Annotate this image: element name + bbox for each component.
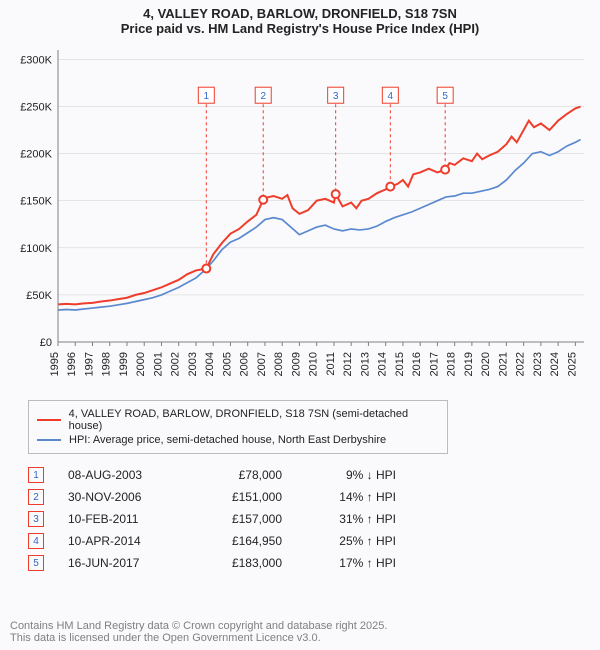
svg-text:5: 5 <box>442 91 448 102</box>
svg-text:£250K: £250K <box>20 102 52 114</box>
svg-text:2016: 2016 <box>411 352 423 376</box>
svg-text:1996: 1996 <box>66 352 78 376</box>
sale-date: 10-APR-2014 <box>68 534 178 548</box>
sale-number-box: 4 <box>28 533 44 549</box>
sale-number-box: 2 <box>28 489 44 505</box>
svg-text:4: 4 <box>388 91 394 102</box>
svg-text:2011: 2011 <box>325 352 337 376</box>
sale-date: 30-NOV-2006 <box>68 490 178 504</box>
sale-delta: 9% ↓ HPI <box>306 468 396 482</box>
svg-text:2021: 2021 <box>497 352 509 376</box>
svg-text:1998: 1998 <box>101 352 113 376</box>
svg-text:2023: 2023 <box>532 352 544 376</box>
svg-text:2012: 2012 <box>342 352 354 376</box>
svg-text:2009: 2009 <box>290 352 302 376</box>
svg-text:2017: 2017 <box>428 352 440 376</box>
svg-text:£200K: £200K <box>20 149 52 161</box>
svg-text:1997: 1997 <box>83 352 95 376</box>
sale-price: £157,000 <box>202 512 282 526</box>
sales-row: 5 16-JUN-2017 £183,000 17% ↑ HPI <box>28 552 600 574</box>
legend-swatch <box>37 419 61 421</box>
sale-date: 08-AUG-2003 <box>68 468 178 482</box>
sales-table: 1 08-AUG-2003 £78,000 9% ↓ HPI 2 30-NOV-2006 £… <box>28 464 600 574</box>
footer-line-2: This data is licensed under the Open Gov… <box>10 632 387 644</box>
svg-text:2008: 2008 <box>273 352 285 376</box>
footer-line-1: Contains HM Land Registry data © Crown c… <box>10 620 387 632</box>
chart-svg: £0 £50K £100K £150K £200K £250K £300K 1 2 3 4 5 1995… <box>10 42 590 392</box>
svg-text:2024: 2024 <box>549 352 561 376</box>
sales-row: 3 10-FEB-2011 £157,000 31% ↑ HPI <box>28 508 600 530</box>
sales-row: 2 30-NOV-2006 £151,000 14% ↑ HPI <box>28 486 600 508</box>
sale-number-box: 5 <box>28 555 44 571</box>
svg-text:2018: 2018 <box>446 352 458 376</box>
svg-text:2003: 2003 <box>187 352 199 376</box>
svg-text:2013: 2013 <box>359 352 371 376</box>
sale-price: £151,000 <box>202 490 282 504</box>
svg-text:2001: 2001 <box>152 352 164 376</box>
svg-text:2002: 2002 <box>170 352 182 376</box>
svg-text:£300K: £300K <box>20 54 52 66</box>
svg-text:£100K: £100K <box>20 243 52 255</box>
sales-row: 1 08-AUG-2003 £78,000 9% ↓ HPI <box>28 464 600 486</box>
legend-swatch <box>37 439 61 441</box>
svg-text:1999: 1999 <box>118 352 130 376</box>
svg-text:2019: 2019 <box>463 352 475 376</box>
sale-date: 16-JUN-2017 <box>68 556 178 570</box>
svg-text:2014: 2014 <box>377 352 389 376</box>
sale-delta: 25% ↑ HPI <box>306 534 396 548</box>
svg-text:2006: 2006 <box>239 352 251 376</box>
svg-text:2004: 2004 <box>204 352 216 376</box>
legend-label: 4, VALLEY ROAD, BARLOW, DRONFIELD, S18 7… <box>69 408 439 432</box>
svg-text:£50K: £50K <box>26 290 52 302</box>
sales-row: 4 10-APR-2014 £164,950 25% ↑ HPI <box>28 530 600 552</box>
svg-text:2022: 2022 <box>515 352 527 376</box>
sale-date: 10-FEB-2011 <box>68 512 178 526</box>
svg-text:2007: 2007 <box>256 352 268 376</box>
legend-row: HPI: Average price, semi-detached house,… <box>37 433 439 447</box>
chart-title: 4, VALLEY ROAD, BARLOW, DRONFIELD, S18 7… <box>0 0 600 38</box>
svg-text:£0: £0 <box>40 337 52 349</box>
footer-attribution: Contains HM Land Registry data © Crown c… <box>10 620 387 644</box>
legend-row: 4, VALLEY ROAD, BARLOW, DRONFIELD, S18 7… <box>37 407 439 433</box>
title-line-2: Price paid vs. HM Land Registry's House … <box>0 21 600 36</box>
sale-delta: 14% ↑ HPI <box>306 490 396 504</box>
svg-text:1: 1 <box>204 91 210 102</box>
price-chart: £0 £50K £100K £150K £200K £250K £300K 1 2 3 4 5 1995… <box>10 42 590 392</box>
svg-text:2000: 2000 <box>135 352 147 376</box>
svg-text:2010: 2010 <box>308 352 320 376</box>
svg-text:2025: 2025 <box>566 352 578 376</box>
svg-text:£150K: £150K <box>20 196 52 208</box>
chart-legend: 4, VALLEY ROAD, BARLOW, DRONFIELD, S18 7… <box>28 400 448 454</box>
sale-number-box: 1 <box>28 467 44 483</box>
sale-number-box: 3 <box>28 511 44 527</box>
sale-price: £164,950 <box>202 534 282 548</box>
svg-text:2005: 2005 <box>221 352 233 376</box>
svg-text:1995: 1995 <box>49 352 61 376</box>
sale-delta: 31% ↑ HPI <box>306 512 396 526</box>
sale-price: £183,000 <box>202 556 282 570</box>
svg-text:3: 3 <box>333 91 339 102</box>
title-line-1: 4, VALLEY ROAD, BARLOW, DRONFIELD, S18 7… <box>0 6 600 21</box>
sale-delta: 17% ↑ HPI <box>306 556 396 570</box>
svg-text:2015: 2015 <box>394 352 406 376</box>
legend-label: HPI: Average price, semi-detached house,… <box>69 434 386 446</box>
svg-text:2: 2 <box>260 91 266 102</box>
svg-text:2020: 2020 <box>480 352 492 376</box>
sale-price: £78,000 <box>202 468 282 482</box>
